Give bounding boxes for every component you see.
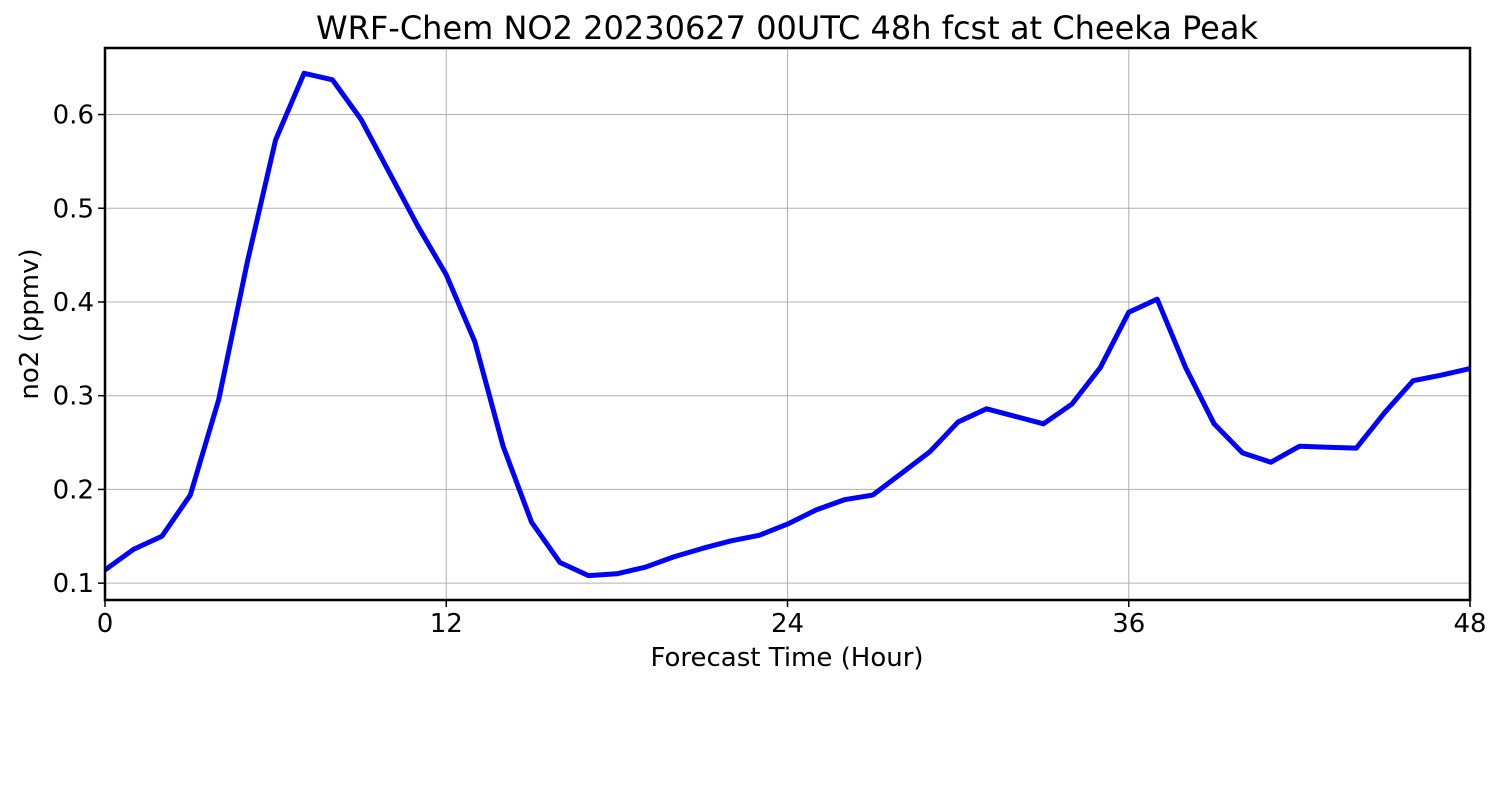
chart-title: WRF-Chem NO2 20230627 00UTC 48h fcst at … bbox=[316, 9, 1258, 47]
x-tick-label: 24 bbox=[771, 609, 804, 639]
y-tick-label: 0.3 bbox=[53, 382, 94, 412]
y-axis-label: no2 (ppmv) bbox=[15, 248, 45, 399]
y-axis-ticks: 0.1 0.2 0.3 0.4 0.5 0.6 bbox=[53, 101, 105, 599]
series-line bbox=[103, 70, 1471, 579]
x-tick-label: 48 bbox=[1453, 609, 1486, 639]
series-layer bbox=[103, 70, 1471, 579]
x-tick-label: 12 bbox=[430, 609, 463, 639]
y-tick-label: 0.5 bbox=[53, 194, 94, 224]
y-tick-label: 0.6 bbox=[53, 101, 94, 131]
grid-lines bbox=[105, 48, 1470, 600]
x-axis-label: Forecast Time (Hour) bbox=[650, 643, 923, 673]
x-tick-label: 0 bbox=[97, 609, 114, 639]
x-tick-label: 36 bbox=[1112, 609, 1145, 639]
y-tick-label: 0.2 bbox=[53, 475, 94, 505]
y-tick-label: 0.1 bbox=[53, 569, 94, 599]
y-tick-label: 0.4 bbox=[53, 288, 94, 318]
x-axis-ticks: 0 12 24 36 48 bbox=[97, 600, 1487, 639]
